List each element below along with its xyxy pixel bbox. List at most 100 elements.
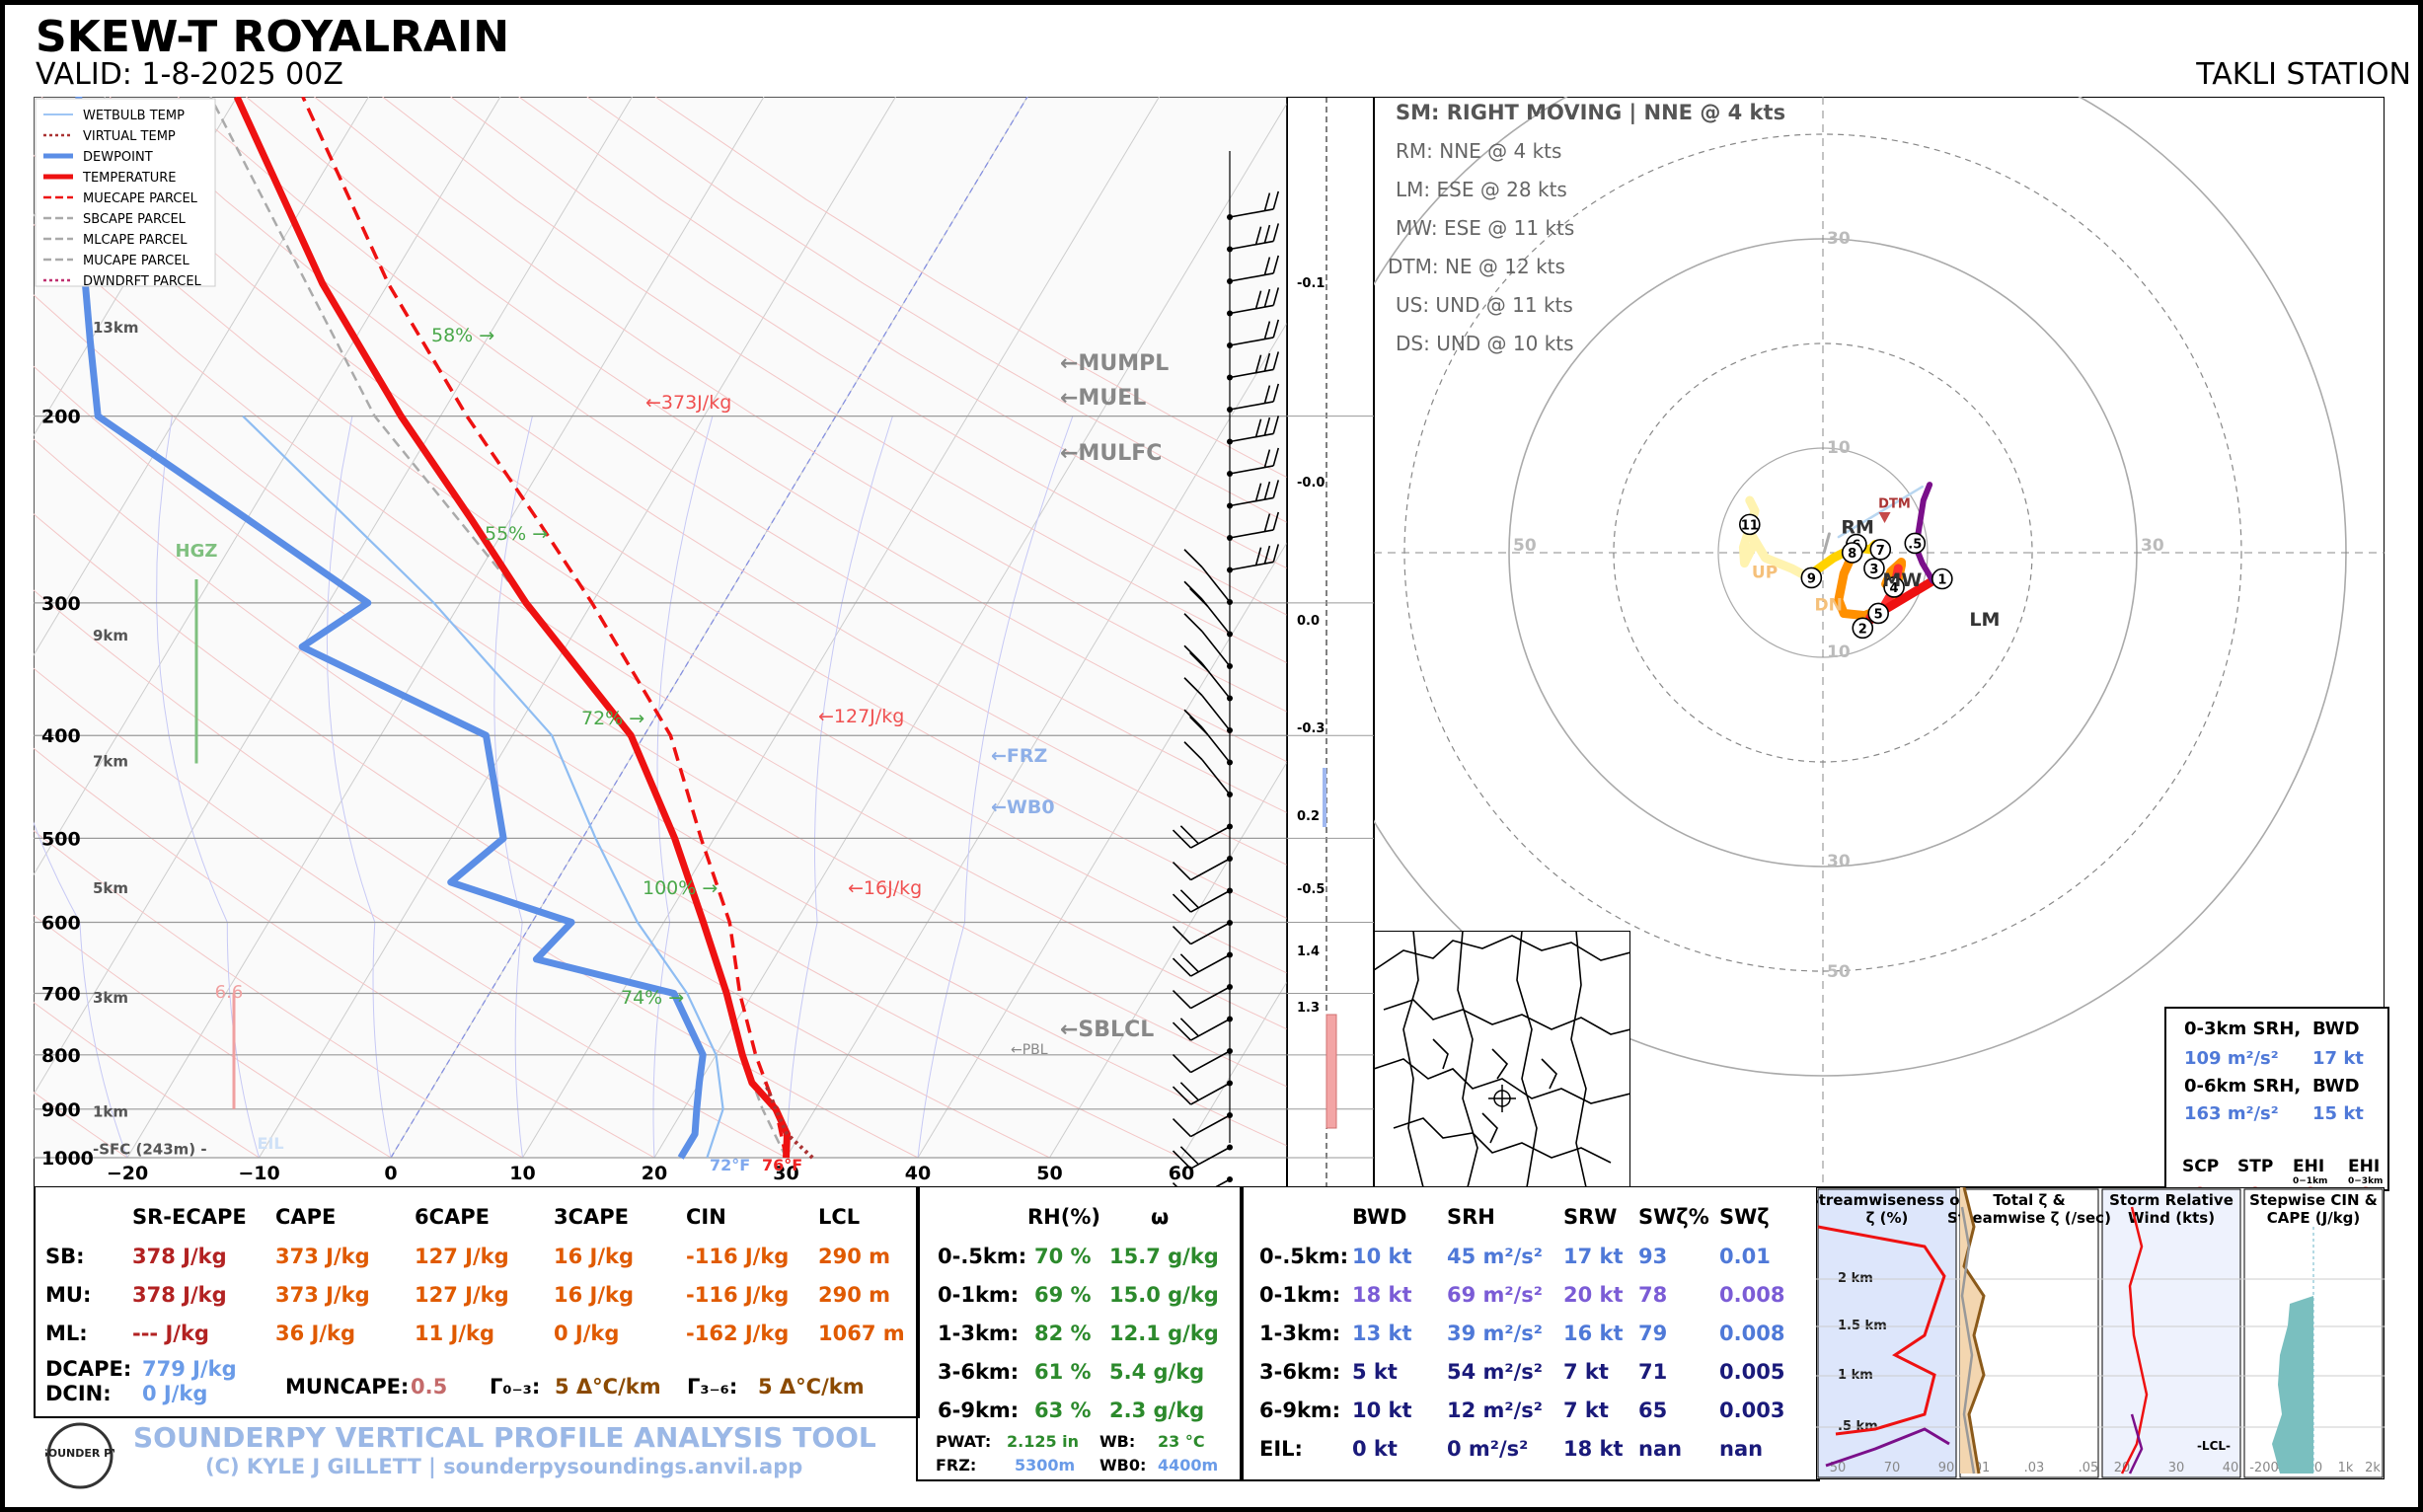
isotherm [1049,761,1287,1159]
wind-barb-flag [1179,1018,1199,1037]
mini-panel-tick: 40 [2223,1461,2239,1475]
dry-adiabat [34,589,919,1159]
up-label: UP [1752,563,1778,582]
thermo-col-header: CIN [686,1205,726,1229]
srh03-label: 0-3km SRH, [2184,1019,2302,1039]
isotherm [126,97,765,1159]
dry-adiabat [34,154,1287,974]
wind-barb-flag [1183,677,1203,697]
mw-label: MW [1882,569,1922,591]
storm-motion-item: LM: ESE @ 28 kts [1396,178,1567,201]
dry-adiabat [177,97,1287,814]
lm-label: LM [1969,609,2000,631]
wind-barb-flag [1172,990,1192,1010]
moisture-row-label: 0-1km: [938,1283,1020,1307]
hodo-height-label: 11 [1741,518,1759,533]
wind-barb-flag [1263,288,1271,308]
wind-barb-flag [1179,1082,1199,1101]
wb-label: WB: [1099,1432,1136,1451]
wind-barb-flag [1254,547,1262,566]
kinematic-cell: 10 kt [1352,1245,1412,1268]
wind-barb [1229,208,1274,218]
hodo-height-marker [1869,539,1892,561]
thermo-cell: 373 J/kg [275,1245,370,1268]
kinematic-cell: 0.008 [1719,1322,1785,1345]
isotherm [34,97,501,876]
hodo-height-marker [1904,532,1927,555]
streamwiseness-line [1817,1225,1946,1436]
storm-motion-item: MW: ESE @ 11 kts [1396,216,1575,240]
index-label: SCP [2182,1157,2220,1176]
dry-adiabat [34,438,1182,1159]
wind-barb [1190,953,1231,977]
index-label: EHI [2293,1157,2325,1176]
moisture-row-label: 3-6km: [938,1360,1020,1384]
hodograph-ring-label: 50 [1513,536,1537,556]
storm-motion-item: RM: NNE @ 4 kts [1396,139,1562,163]
dry-adiabat [586,97,1287,523]
omega-panel: -0.1 -0.0 0.0 -0.3 0.2 -0.5 1.4 1.3 [1287,97,1374,1187]
pressure-tick-label: 1000 [41,1148,94,1170]
kinematic-cell: 0 kt [1352,1437,1398,1461]
height-label: -SFC (243m) - [93,1141,207,1159]
wind-barb-flag [1254,354,1262,373]
index-label: STP [2237,1157,2274,1176]
thermo-cell: 36 J/kg [275,1322,356,1345]
legend-label: MUCAPE PARCEL [83,254,189,268]
kinematic-cell: nan [1638,1437,1683,1461]
kinematic-col-header: SWζ% [1638,1205,1709,1229]
kinematic-col-header: SRH [1447,1205,1495,1229]
wind-barb-flag [1172,862,1192,881]
kinematic-cell: 5 kt [1352,1360,1398,1384]
srh06-value: 163 m²/s² [2184,1103,2279,1124]
omega-label: -0.0 [1297,476,1325,491]
wind-barb-flag [1272,447,1280,467]
wind-barb [1229,272,1274,282]
kinematic-cell: 13 kt [1352,1322,1412,1345]
storm-motion-item: DTM: NE @ 12 kts [1388,255,1565,278]
mini-panel-tick: 90 [1938,1461,1955,1475]
wind-barb [1229,561,1274,571]
height-label: 13km [93,319,138,337]
mini-panel [2101,1188,2241,1478]
dry-adiabat [314,97,1287,713]
isotherm [34,97,633,1096]
wind-barb [1190,1146,1231,1170]
wind-barb-flag [1254,290,1262,309]
wind-barb-flag [1179,1146,1199,1166]
thermo-cell: 127 J/kg [415,1245,509,1268]
hodograph-ring-label: 30 [1827,852,1851,871]
chart-annotation: ←PBL [1011,1042,1048,1058]
wind-barb-flag [1272,223,1280,242]
chart-annotation: 72°F [710,1156,750,1174]
thermo-col-header: 3CAPE [554,1205,630,1229]
map-boundary [1374,935,1630,971]
station-name: TAKLI STATION [2196,57,2411,92]
thermo-cell: 16 J/kg [554,1245,635,1268]
kinematic-row-label: EIL: [1259,1437,1303,1461]
kinematic-cell: 18 kt [1352,1283,1412,1307]
hodo-height-label: 4 [1890,581,1899,596]
isotherm [34,97,369,656]
dewpoint-line [75,97,707,1160]
lapse03-label: Γ₀₋₃: [490,1375,541,1399]
wind-barb-flag [1263,545,1271,565]
mini-panel-title: Streamwise ζ (/sec) [1947,1209,2111,1227]
wind-barb-flag [1183,644,1203,664]
wind-barb-flag [1179,889,1199,909]
kinematic-cell: 18 kt [1563,1437,1624,1461]
storm-motion-title: SM: RIGHT MOVING | NNE @ 4 kts [1396,101,1786,124]
muecape-parcel-line [301,97,789,1159]
mini-panel [1817,1188,1957,1478]
legend-label: VIRTUAL TEMP [83,129,176,144]
wind-barb-flag [1179,953,1199,973]
wind-barb [1190,1050,1231,1074]
rm-label: RM [1841,517,1874,539]
isotherm [259,97,896,1159]
pressure-tick-label: 300 [41,593,81,615]
chart-annotation: EIL [257,1134,283,1153]
temperature-tick-label: 60 [1169,1163,1194,1184]
chart-annotation: 76°F [762,1156,802,1174]
rh-cell: 69 % [1034,1283,1092,1307]
wind-barb-flag [1254,483,1262,501]
